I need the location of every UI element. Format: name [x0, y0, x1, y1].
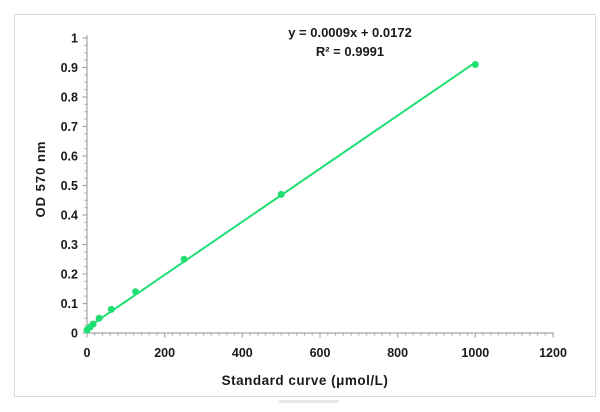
data-point — [277, 190, 285, 198]
data-point — [471, 61, 479, 69]
x-tick-label: 1200 — [539, 346, 567, 360]
y-tick-label: 0.3 — [61, 238, 78, 252]
y-tick-label: 0.5 — [61, 179, 78, 193]
data-point — [107, 305, 115, 313]
equation-text: y = 0.0009x + 0.0172 — [288, 25, 412, 40]
y-tick-label: 0.7 — [61, 120, 78, 134]
y-tick-label: 1 — [71, 32, 78, 46]
x-tick-label: 800 — [387, 346, 408, 360]
x-tick-label: 0 — [84, 346, 91, 360]
trendline-annotation: y = 0.0009x + 0.0172 R² = 0.9991 — [248, 23, 452, 61]
y-tick-label: 0.9 — [61, 61, 78, 75]
x-axis-title: Standard curve (μmol/L) — [221, 373, 389, 388]
y-tick-label: 0.1 — [61, 297, 78, 311]
data-point — [180, 255, 188, 263]
y-tick-label: 0.4 — [61, 209, 78, 223]
r-squared-text: R² = 0.9991 — [315, 44, 385, 59]
data-point — [95, 314, 103, 322]
image-artifact — [279, 400, 339, 403]
x-tick-label: 1000 — [461, 346, 489, 360]
data-point — [132, 288, 140, 296]
y-axis-title: OD 570 nm — [33, 140, 48, 218]
y-tick-label: 0.2 — [61, 268, 78, 282]
data-point — [89, 320, 97, 328]
y-tick-label: 0.8 — [61, 91, 78, 105]
y-tick-label: 0 — [71, 327, 78, 341]
y-tick-label: 0.6 — [61, 150, 78, 164]
x-tick-label: 400 — [232, 346, 253, 360]
x-tick-label: 600 — [310, 346, 331, 360]
x-tick-label: 200 — [154, 346, 175, 360]
